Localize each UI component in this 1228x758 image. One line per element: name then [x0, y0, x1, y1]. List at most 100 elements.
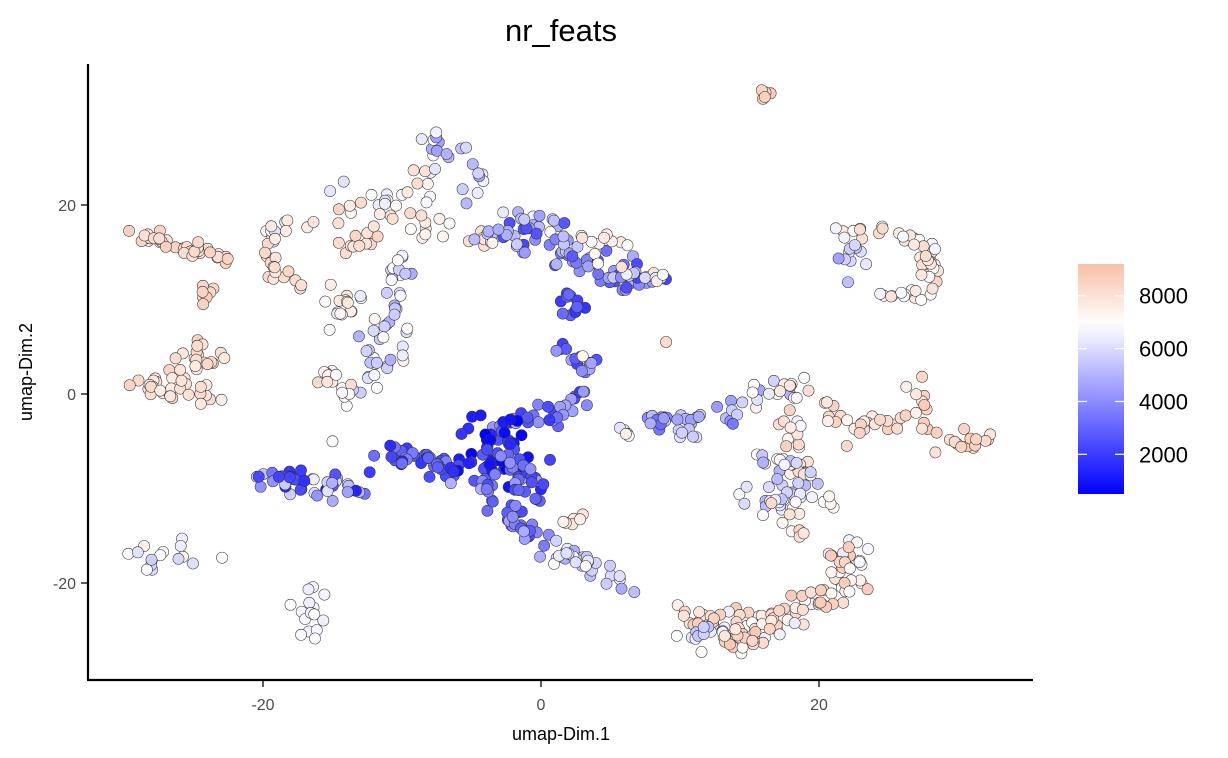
data-point: [930, 426, 943, 439]
data-point: [216, 551, 228, 564]
data-point: [796, 603, 809, 616]
data-point: [521, 411, 534, 424]
data-point: [365, 189, 378, 201]
data-point: [639, 271, 651, 284]
data-point: [506, 510, 519, 523]
data-point: [411, 177, 424, 190]
data-point: [815, 584, 827, 597]
data-point: [657, 412, 670, 425]
data-point: [367, 324, 380, 337]
data-point: [776, 516, 789, 529]
data-point: [349, 230, 362, 242]
data-point: [302, 583, 315, 596]
data-point: [273, 470, 285, 483]
data-point: [534, 550, 546, 563]
data-point: [422, 452, 435, 464]
data-point: [613, 570, 626, 582]
data-point: [862, 543, 874, 555]
data-point: [460, 141, 472, 154]
data-point: [483, 458, 496, 471]
data-point: [542, 400, 554, 413]
data-point: [533, 209, 546, 222]
data-point: [420, 196, 433, 209]
data-point: [401, 186, 414, 199]
data-point: [746, 634, 759, 647]
data-point: [385, 274, 398, 286]
data-point: [415, 133, 428, 145]
data-point: [189, 360, 202, 372]
data-point: [576, 350, 589, 363]
data-point: [497, 206, 510, 219]
data-point: [447, 465, 460, 478]
data-point: [512, 484, 525, 496]
data-point: [792, 438, 805, 451]
data-point: [566, 250, 579, 263]
data-point: [778, 458, 791, 471]
data-point: [153, 232, 166, 245]
data-point: [443, 217, 456, 230]
data-point: [317, 614, 330, 627]
data-point: [324, 278, 337, 291]
data-point: [486, 236, 499, 249]
data-point: [910, 407, 922, 419]
data-point: [773, 604, 786, 617]
data-point: [802, 384, 815, 397]
data-point: [430, 126, 443, 139]
data-point: [259, 246, 271, 259]
data-point: [319, 295, 332, 308]
data-point: [194, 381, 207, 393]
data-point: [897, 230, 910, 243]
data-point: [511, 238, 523, 251]
data-point: [269, 232, 281, 245]
data-point: [284, 598, 297, 611]
data-point: [955, 440, 968, 453]
data-point: [693, 606, 706, 618]
data-point: [482, 225, 495, 238]
data-point: [842, 276, 854, 289]
data-point: [695, 646, 708, 658]
data-point: [363, 466, 376, 479]
data-point: [829, 222, 842, 235]
data-point: [757, 509, 769, 521]
data-point: [783, 508, 796, 521]
data-point: [197, 298, 210, 310]
data-point: [821, 396, 833, 409]
data-point: [790, 457, 803, 469]
data-point: [174, 364, 186, 376]
data-point: [692, 410, 705, 423]
data-point: [784, 421, 797, 434]
point-layer: [122, 84, 997, 660]
data-point: [332, 217, 345, 230]
data-point: [388, 308, 401, 321]
data-point: [757, 456, 769, 469]
data-point: [825, 549, 837, 562]
data-point: [785, 589, 798, 602]
legend-tick-label: 2000: [1139, 442, 1188, 467]
data-point: [268, 261, 281, 274]
data-point: [767, 375, 780, 387]
data-point: [396, 349, 409, 362]
data-point: [174, 540, 187, 552]
data-point: [899, 409, 912, 422]
data-point: [343, 199, 356, 212]
data-point: [324, 185, 336, 197]
data-point: [480, 483, 493, 496]
data-point: [131, 546, 144, 559]
data-point: [377, 331, 390, 344]
data-point: [182, 388, 195, 401]
data-point: [160, 240, 172, 253]
data-point: [407, 164, 420, 177]
data-point: [841, 414, 854, 427]
data-point: [574, 513, 586, 526]
data-point: [736, 641, 749, 654]
data-point: [620, 281, 633, 294]
data-point: [433, 213, 446, 225]
data-point: [790, 392, 803, 404]
data-point: [557, 515, 570, 528]
data-point: [740, 480, 753, 493]
data-point: [792, 477, 805, 489]
data-point: [895, 286, 908, 299]
data-point: [280, 225, 292, 237]
chart-title: nr_feats: [505, 13, 617, 48]
legend-tick-label: 8000: [1139, 284, 1188, 309]
